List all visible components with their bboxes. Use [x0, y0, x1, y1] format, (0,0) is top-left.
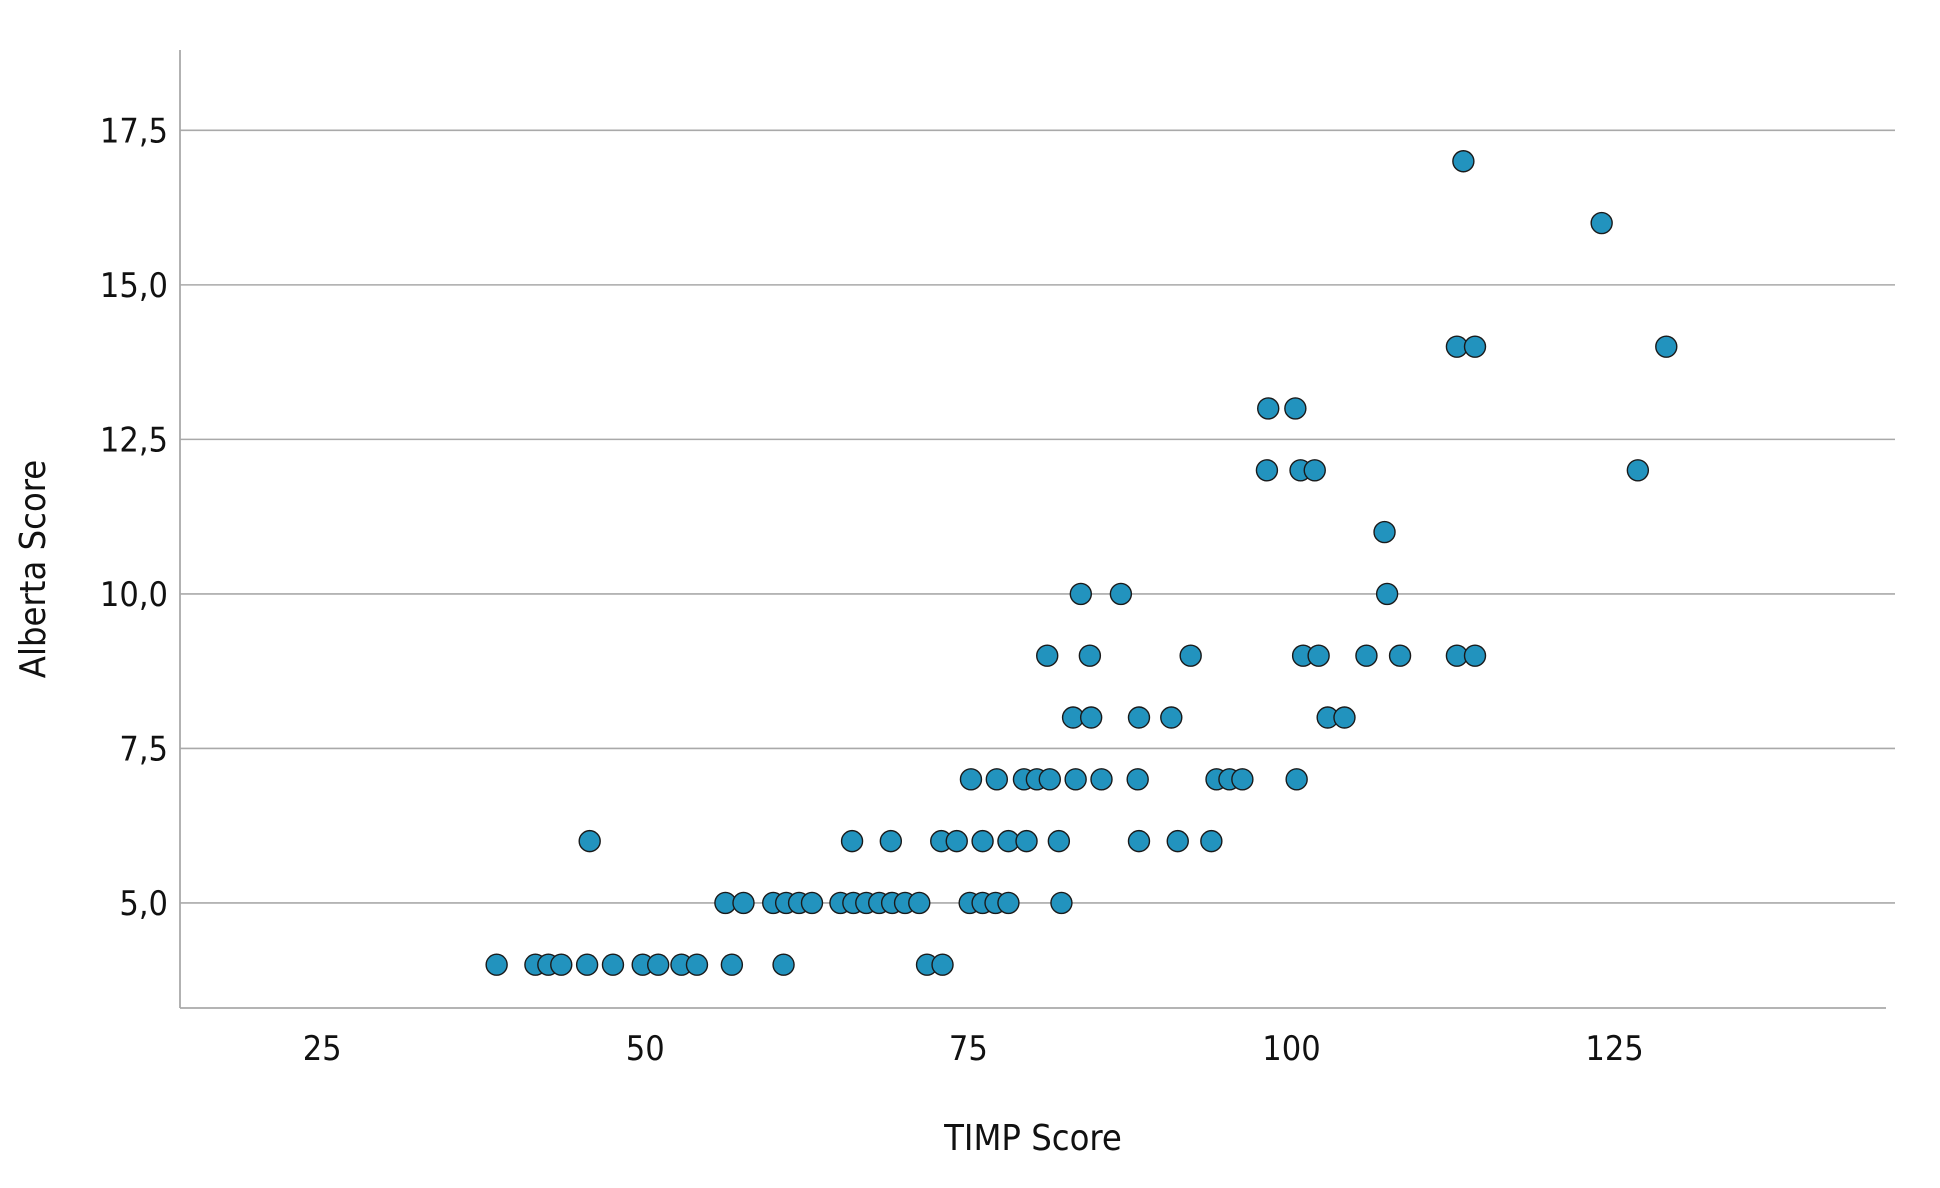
data-point	[685, 953, 709, 976]
data-point	[959, 768, 983, 791]
data-point	[1257, 397, 1280, 420]
data-point	[971, 829, 994, 853]
y-axis-title: Alberta Score	[13, 460, 54, 678]
data-point	[997, 891, 1020, 915]
x-tick-label: 100	[1262, 1029, 1320, 1069]
y-tick-label: 15,0	[100, 266, 168, 306]
data-point	[1463, 644, 1487, 667]
data-point	[1179, 644, 1202, 667]
data-point	[1255, 459, 1279, 482]
data-point	[1333, 706, 1356, 729]
data-point	[800, 891, 824, 915]
x-tick-label: 75	[949, 1029, 988, 1069]
y-tick-label: 10,0	[100, 575, 168, 615]
data-point	[1375, 582, 1399, 606]
data-point	[1090, 768, 1113, 791]
data-point	[575, 953, 599, 976]
data-points	[485, 150, 1678, 976]
data-point	[485, 953, 508, 976]
gridlines	[180, 129, 1895, 904]
data-point	[1047, 829, 1071, 853]
data-point	[732, 891, 755, 915]
data-point	[1463, 335, 1487, 358]
data-point	[879, 829, 903, 853]
data-point	[985, 768, 1009, 791]
y-tick-labels: 5,0 7,5 10,0 12,5 15,0 17,5	[100, 111, 168, 924]
data-point	[1307, 644, 1330, 667]
data-point	[1127, 706, 1151, 729]
data-point	[578, 829, 601, 853]
data-point	[720, 953, 744, 976]
x-tick-label: 125	[1585, 1029, 1643, 1069]
data-point	[945, 829, 968, 853]
x-tick-labels: 25 50 75 100 125	[303, 1029, 1644, 1069]
y-tick-label: 12,5	[100, 420, 168, 460]
data-point	[1069, 582, 1093, 606]
data-point	[1303, 459, 1326, 482]
data-point	[931, 953, 954, 976]
data-point	[1284, 397, 1307, 420]
data-point	[1127, 829, 1151, 853]
data-point	[1655, 335, 1678, 358]
data-point	[1079, 706, 1103, 729]
data-point	[1050, 891, 1073, 915]
data-point	[1126, 768, 1149, 791]
data-point	[772, 953, 795, 976]
axes	[179, 50, 1886, 1009]
y-tick-label: 5,0	[119, 884, 168, 924]
y-tick-label: 17,5	[100, 111, 168, 151]
data-point	[550, 953, 573, 976]
data-point	[601, 953, 625, 976]
x-tick-label: 25	[303, 1029, 342, 1069]
data-point	[908, 891, 931, 915]
data-point	[1388, 644, 1412, 667]
data-point	[646, 953, 670, 976]
y-tick-label: 7,5	[119, 729, 168, 769]
data-point	[840, 829, 864, 853]
data-point	[1373, 520, 1396, 544]
data-point	[1285, 768, 1308, 791]
data-point	[1078, 644, 1102, 667]
data-point	[1452, 150, 1475, 173]
data-point	[1626, 459, 1650, 482]
data-point	[1590, 211, 1613, 235]
data-point	[1038, 768, 1062, 791]
x-tick-label: 50	[626, 1029, 665, 1069]
data-point	[1064, 768, 1087, 791]
data-point	[1166, 829, 1189, 853]
data-point	[1109, 582, 1133, 606]
x-axis-title: TIMP Score	[943, 1118, 1122, 1159]
data-point	[1015, 829, 1038, 853]
data-point	[1160, 706, 1183, 729]
data-point	[1200, 829, 1223, 853]
data-point	[1036, 644, 1059, 667]
data-point	[1355, 644, 1378, 667]
data-point	[1231, 768, 1254, 791]
